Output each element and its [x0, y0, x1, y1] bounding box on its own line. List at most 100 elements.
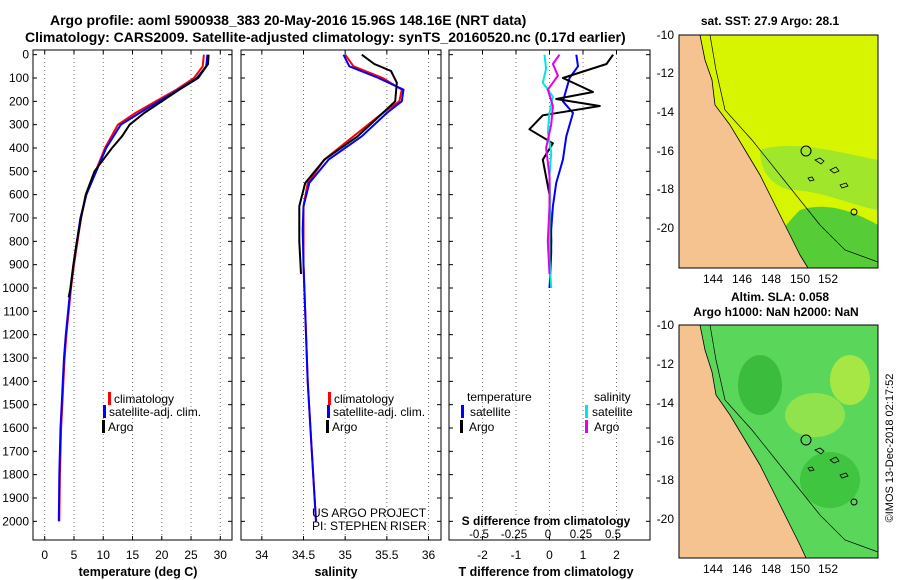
legend-label: Argo — [594, 420, 620, 434]
sst-argo-marker — [800, 145, 812, 157]
series-satellite-adj-clim — [301, 54, 405, 522]
sst-map — [678, 34, 879, 269]
project-credit-line-2: PI: STEPHEN RISER — [312, 519, 427, 533]
x-tick-label: 35 — [339, 548, 353, 562]
sla-lon-tick: 144 — [703, 562, 723, 576]
legend-label: Argo — [332, 420, 358, 434]
sla-lat-tick: -12 — [657, 357, 675, 371]
legend-swatch-climatology — [108, 392, 111, 405]
depth-tick-label: 2000 — [2, 514, 29, 528]
sla-lon-tick: 146 — [732, 562, 752, 576]
legend-header-temperature: temperature — [467, 390, 532, 404]
salinity-axis-label: salinity — [314, 565, 357, 579]
x-tick-label: -1 — [511, 548, 522, 562]
profile-series — [57, 53, 614, 522]
legend-swatch-argo — [102, 420, 105, 433]
sst-mid-patch — [760, 145, 878, 210]
legend-label: satellite-adj. clim. — [109, 405, 201, 419]
sst-lat-tick: -16 — [657, 144, 675, 158]
sst-lon-tick: 150 — [790, 272, 810, 286]
s-difference-axis-label: S difference from climatology — [462, 514, 631, 528]
title-line-2: Climatology: CARS2009. Satellite-adjuste… — [25, 29, 626, 45]
difference-legend: temperature salinity satellite Argo sate… — [460, 390, 633, 434]
sst-reefs — [807, 157, 849, 189]
sla-map-title-2: Argo h1000: NaN h2000: NaN — [693, 305, 858, 319]
sla-argo-marker — [800, 434, 812, 446]
legend-label: climatology — [114, 392, 174, 406]
x-tick-label: 20 — [155, 548, 169, 562]
x-tick-label: 1 — [580, 548, 587, 562]
depth-tick-label: 1900 — [2, 491, 29, 505]
sst-lat-tick: -10 — [657, 28, 675, 42]
s-tick: 0 — [545, 529, 551, 541]
depth-tick-label: 800 — [9, 234, 29, 248]
legend-label: satellite-adj. clim. — [333, 405, 425, 419]
depth-tick-label: 1800 — [2, 468, 29, 482]
imos-credit: ©IMOS 13-Dec-2018 02:17:52 — [884, 374, 896, 523]
sla-secondary-marker — [850, 498, 858, 506]
x-tick-label: 30 — [214, 548, 228, 562]
sla-lon-tick: 148 — [761, 562, 781, 576]
legend-swatch-argo — [326, 420, 329, 433]
sst-lat-tick: -20 — [657, 221, 675, 235]
x-tick-label: 25 — [184, 548, 198, 562]
sla-high-patch — [830, 355, 870, 405]
series-argo — [67, 54, 210, 298]
sla-isobath — [709, 324, 879, 553]
legend-swatch-t-satellite — [461, 405, 464, 418]
sla-lon-tick: 152 — [818, 562, 838, 576]
series-s-satellite — [541, 54, 554, 289]
sst-y-tick-labels: -10 -12 -14 -16 -18 -20 — [657, 28, 675, 235]
legend-label: satellite — [470, 405, 511, 419]
salinity-legend: climatology satellite-adj. clim. Argo — [326, 392, 425, 434]
legend-swatch-satellite — [103, 405, 106, 418]
t-difference-axis-label: T difference from climatology — [458, 565, 633, 579]
legend-swatch-s-satellite — [585, 405, 588, 418]
legend-label: climatology — [334, 392, 394, 406]
sst-land — [678, 34, 809, 269]
depth-tick-label: 0 — [22, 48, 29, 62]
title-line-1: Argo profile: aoml 5900938_383 20-May-20… — [50, 12, 526, 28]
sla-lat-tick: -20 — [657, 512, 675, 526]
sla-low-patch — [738, 355, 782, 415]
x-tick-label: 15 — [126, 548, 140, 562]
depth-tick-label: 1500 — [2, 398, 29, 412]
depth-axis-labels: 0 100 200 300 400 500 600 700 800 900 1000 1100 1200… — [2, 48, 29, 529]
temperature-legend: climatology satellite-adj. clim. Argo — [102, 392, 201, 434]
sst-lon-tick: 152 — [818, 272, 838, 286]
sla-map-title-1: Altim. SLA: 0.058 — [731, 290, 829, 304]
x-tick-labels: 0 5 10 15 20 25 30 34 34.5 35 35.5 36 -2 -1 0 1 2 — [41, 548, 620, 562]
s-difference-tick-labels: -0.5 -0.25 0 0.25 0.5 — [469, 529, 621, 541]
depth-tick-label: 200 — [9, 94, 29, 108]
x-tick-label: -2 — [477, 548, 488, 562]
legend-swatch-t-argo — [460, 420, 463, 433]
depth-tick-label: 1400 — [2, 374, 29, 388]
sst-map-frame — [678, 34, 879, 269]
depth-tick-label: 300 — [9, 118, 29, 132]
temperature-axis-label: temperature (deg C) — [79, 565, 198, 579]
project-credit-line-1: US ARGO PROJECT — [312, 506, 427, 520]
sla-lat-tick: -18 — [657, 473, 675, 487]
legend-swatch-climatology — [328, 392, 331, 405]
depth-tick-label: 700 — [9, 211, 29, 225]
sla-map — [678, 324, 879, 559]
depth-tick-label: 100 — [9, 71, 29, 85]
x-tick-label: 0 — [41, 548, 48, 562]
legend-label: satellite — [592, 405, 633, 419]
s-tick: 0.5 — [605, 529, 621, 541]
legend-swatch-satellite — [327, 405, 330, 418]
depth-tick-label: 1300 — [2, 351, 29, 365]
depth-tick-label: 1000 — [2, 281, 29, 295]
panel-grids — [33, 50, 650, 540]
sst-lon-tick: 148 — [761, 272, 781, 286]
sst-lat-tick: -14 — [657, 105, 675, 119]
depth-tick-label: 1600 — [2, 421, 29, 435]
depth-tick-label: 400 — [9, 141, 29, 155]
sst-lon-tick: 144 — [703, 272, 723, 286]
x-tick-label: 2 — [613, 548, 620, 562]
sst-lat-tick: -18 — [657, 182, 675, 196]
x-tick-label: 0 — [546, 548, 553, 562]
sla-reefs — [807, 447, 849, 479]
legend-swatch-s-argo — [585, 420, 588, 433]
